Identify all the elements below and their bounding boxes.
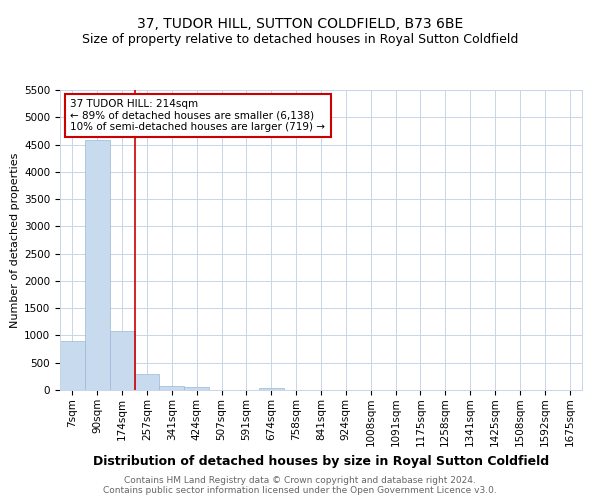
Text: 37, TUDOR HILL, SUTTON COLDFIELD, B73 6BE: 37, TUDOR HILL, SUTTON COLDFIELD, B73 6B… xyxy=(137,18,463,32)
Y-axis label: Number of detached properties: Number of detached properties xyxy=(10,152,20,328)
Bar xyxy=(160,386,184,390)
Bar xyxy=(134,374,160,390)
X-axis label: Distribution of detached houses by size in Royal Sutton Coldfield: Distribution of detached houses by size … xyxy=(93,454,549,468)
Text: Contains HM Land Registry data © Crown copyright and database right 2024.
Contai: Contains HM Land Registry data © Crown c… xyxy=(103,476,497,495)
Bar xyxy=(60,341,85,390)
Bar xyxy=(110,332,134,390)
Bar xyxy=(259,388,284,390)
Text: Size of property relative to detached houses in Royal Sutton Coldfield: Size of property relative to detached ho… xyxy=(82,32,518,46)
Text: 37 TUDOR HILL: 214sqm
← 89% of detached houses are smaller (6,138)
10% of semi-d: 37 TUDOR HILL: 214sqm ← 89% of detached … xyxy=(70,99,325,132)
Bar xyxy=(184,387,209,390)
Bar xyxy=(85,140,110,390)
